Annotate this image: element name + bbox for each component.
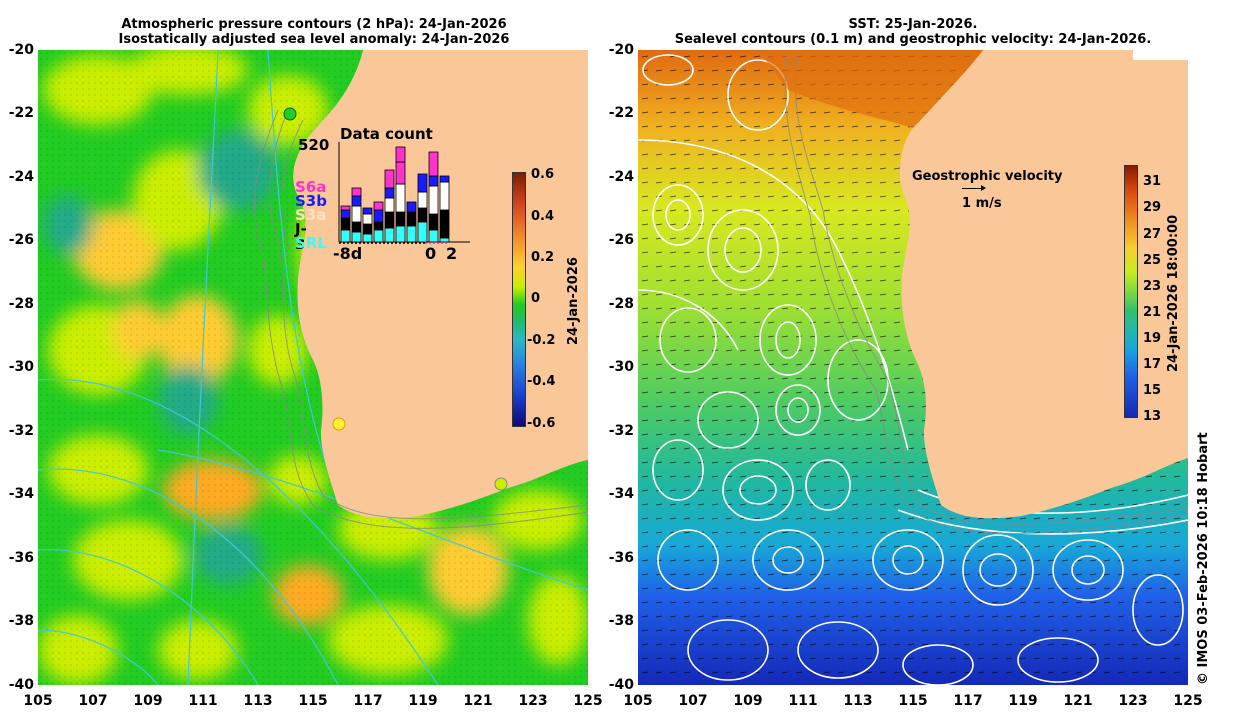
right-xtick-4: 113: [843, 693, 873, 709]
right-ytick-1: -22: [608, 105, 634, 121]
inset-x-zero: 0: [425, 244, 437, 263]
left-cbar-tick-2: 0.2: [531, 250, 555, 265]
right-xtick-7: 119: [1008, 693, 1038, 709]
left-ytick-6: -32: [8, 423, 34, 439]
right-xtick-10: 125: [1173, 693, 1203, 709]
inset-x-end: 2: [446, 244, 458, 263]
right-xtick-6: 117: [953, 693, 983, 709]
right-cbar-tick-8: 15: [1143, 383, 1162, 398]
right-ytick-3: -26: [608, 232, 634, 248]
australia-land-right: [899, 50, 1188, 519]
left-xtick-1: 107: [78, 693, 108, 709]
right-cbar-label: 24-Jan-2026 18:00:00: [1166, 214, 1181, 372]
legend-s6a: S6a: [295, 178, 327, 196]
right-cbar-tick-1: 29: [1143, 200, 1162, 215]
left-ytick-7: -34: [8, 486, 34, 502]
left-cbar-label: 24-Jan-2026: [566, 257, 581, 345]
left-title-line2: Isostatically adjusted sea level anomaly…: [118, 32, 510, 47]
right-xtick-3: 111: [788, 693, 818, 709]
velocity-legend-arrowhead: [981, 185, 986, 191]
right-cbar-tick-0: 31: [1143, 174, 1162, 189]
left-xtick-0: 105: [23, 693, 53, 709]
left-xtick-10: 125: [573, 693, 603, 709]
right-cbar-tick-9: 13: [1143, 409, 1162, 424]
left-xtick-5: 115: [298, 693, 328, 709]
right-cbar-tick-7: 17: [1143, 357, 1162, 372]
left-ytick-1: -22: [8, 105, 34, 121]
left-map-svg: [38, 50, 588, 685]
velocity-legend-arrow: [962, 188, 984, 189]
legend-s3a: S3a: [295, 206, 327, 224]
left-ytick-4: -28: [8, 296, 34, 312]
left-ytick-5: -30: [8, 359, 34, 375]
right-cbar-tick-6: 19: [1143, 331, 1162, 346]
velocity-legend-scale: 1 m/s: [962, 196, 1002, 211]
left-ytick-2: -24: [8, 169, 34, 185]
left-colorbar: [512, 172, 526, 427]
left-cbar-tick-0: 0.6: [531, 167, 555, 182]
left-ytick-9: -38: [8, 613, 34, 629]
inset-title: Data count: [340, 125, 433, 143]
bathymetry-lines-right: [784, 50, 1188, 534]
left-ytick-10: -40: [8, 677, 34, 693]
left-cbar-tick-1: 0.4: [531, 209, 555, 224]
left-xtick-6: 117: [353, 693, 383, 709]
right-xtick-5: 115: [898, 693, 928, 709]
left-cbar-tick-4: -0.2: [527, 333, 556, 348]
right-ytick-9: -38: [608, 613, 634, 629]
left-ytick-0: -20: [8, 42, 34, 58]
right-cbar-tick-2: 27: [1143, 227, 1162, 242]
right-map: [638, 50, 1188, 685]
left-cbar-tick-6: -0.6: [527, 416, 556, 431]
left-xtick-4: 113: [243, 693, 273, 709]
right-cbar-tick-4: 23: [1143, 279, 1162, 294]
left-cbar-tick-3: 0: [531, 291, 541, 306]
left-ytick-3: -26: [8, 232, 34, 248]
right-cbar-tick-5: 21: [1143, 305, 1162, 320]
left-title-line1: Atmospheric pressure contours (2 hPa): 2…: [121, 17, 507, 32]
right-ytick-8: -36: [608, 550, 634, 566]
left-xtick-9: 123: [518, 693, 548, 709]
bathymetry-lines: [254, 109, 588, 529]
right-xtick-2: 109: [733, 693, 763, 709]
right-ytick-4: -28: [608, 296, 634, 312]
right-ytick-6: -32: [608, 423, 634, 439]
inset-max-label: 520: [298, 136, 330, 154]
right-ytick-2: -24: [608, 169, 634, 185]
left-xtick-2: 109: [133, 693, 163, 709]
sealevel-contours: [638, 54, 1188, 685]
left-map: [38, 50, 588, 685]
right-cbar-tick-3: 25: [1143, 253, 1162, 268]
legend-s3b: S3b: [295, 192, 327, 210]
data-count-inset: Data count 520 S6a S3b S3a J-3 SRL -8d 0…: [295, 122, 475, 263]
inset-bars: [338, 142, 470, 244]
inset-x-start: -8d: [333, 244, 363, 263]
right-title-line1: SST: 25-Jan-2026.: [848, 17, 978, 32]
left-xtick-3: 111: [188, 693, 218, 709]
right-ytick-10: -40: [608, 677, 634, 693]
right-xtick-0: 105: [623, 693, 653, 709]
right-ytick-0: -20: [608, 42, 634, 58]
left-xtick-7: 119: [408, 693, 438, 709]
right-map-svg: [638, 50, 1188, 685]
right-ytick-7: -34: [608, 486, 634, 502]
legend-srl: SRL: [295, 234, 327, 252]
left-ytick-8: -36: [8, 550, 34, 566]
right-xtick-9: 123: [1118, 693, 1148, 709]
right-ytick-5: -30: [608, 359, 634, 375]
left-xtick-8: 121: [463, 693, 493, 709]
legend-j3: J-3: [295, 220, 307, 253]
velocity-legend-label: Geostrophic velocity: [912, 169, 1063, 184]
right-xtick-1: 107: [678, 693, 708, 709]
australia-land-left: [293, 50, 588, 519]
right-title-line2: Sealevel contours (0.1 m) and geostrophi…: [674, 32, 1152, 47]
right-colorbar: [1124, 165, 1138, 418]
right-xtick-8: 121: [1063, 693, 1093, 709]
imos-credit: © IMOS 03-Feb-2026 10:18 Hobart: [1196, 432, 1211, 685]
left-cbar-tick-5: -0.4: [527, 374, 556, 389]
